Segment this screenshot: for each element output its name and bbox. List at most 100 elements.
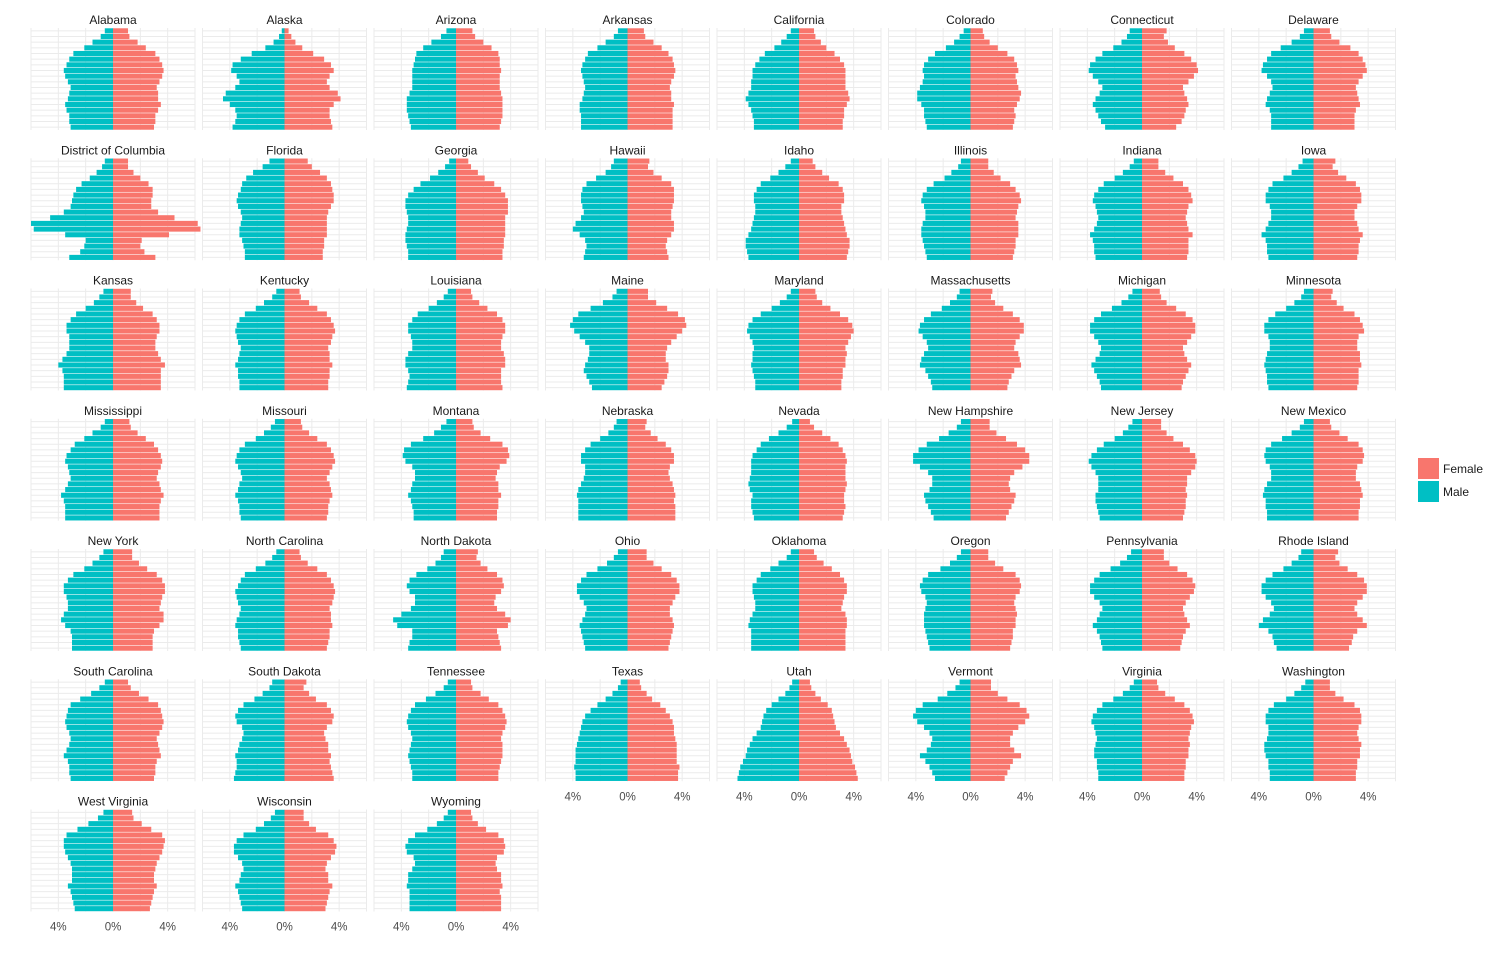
bar-female	[113, 821, 142, 827]
bar-female	[1142, 554, 1164, 561]
bar-female	[1313, 719, 1362, 725]
bar-female	[113, 73, 163, 79]
bar-female	[113, 894, 153, 900]
bar-male	[1110, 566, 1142, 572]
bar-female	[284, 617, 331, 623]
bar-female	[627, 96, 672, 102]
bar-female	[113, 203, 152, 209]
bar-male	[929, 645, 971, 651]
bar-male	[409, 900, 456, 906]
bar-female	[456, 33, 476, 40]
bar-male	[748, 254, 799, 260]
bar-male	[430, 175, 456, 181]
bar-female	[113, 571, 157, 578]
bar-female	[113, 56, 160, 62]
bar-male	[69, 118, 113, 125]
bar-male	[69, 113, 113, 119]
bar-female	[799, 560, 824, 566]
bar-female	[799, 464, 846, 470]
bar-male	[1265, 498, 1314, 504]
bar-male	[65, 622, 113, 629]
bar-female	[1142, 328, 1196, 334]
bar-male	[413, 515, 456, 521]
bar-male	[1262, 62, 1314, 68]
bar-female	[1313, 209, 1355, 215]
bar-female	[113, 770, 156, 776]
bar-male	[583, 639, 628, 646]
bar-male	[66, 107, 113, 113]
bar-female	[1313, 753, 1360, 759]
bar-female	[113, 645, 153, 651]
bar-male	[925, 249, 971, 255]
bar-female	[970, 45, 998, 51]
panel-connecticut: Connecticut	[1059, 13, 1225, 130]
bar-male	[413, 186, 456, 192]
bar-female	[284, 311, 327, 317]
bar-female	[1313, 549, 1339, 555]
bar-male	[752, 611, 799, 617]
bar-male	[408, 368, 456, 374]
bar-female	[799, 124, 843, 130]
bar-female	[627, 368, 669, 374]
bar-male	[405, 203, 456, 209]
bar-female	[456, 679, 472, 685]
bar-male	[417, 311, 456, 317]
bar-female	[1313, 300, 1337, 306]
bar-male	[924, 611, 971, 617]
bar-female	[627, 79, 672, 85]
bar-female	[456, 249, 503, 255]
bar-male	[440, 554, 456, 561]
bar-male	[956, 294, 971, 300]
bar-male	[63, 838, 113, 844]
bar-female	[456, 702, 499, 708]
bar-female	[970, 39, 990, 45]
bar-female	[456, 339, 502, 345]
bar-female	[627, 113, 673, 119]
bar-male	[104, 419, 113, 425]
bar-female	[284, 487, 331, 493]
bar-female	[284, 45, 303, 51]
bar-female	[284, 860, 327, 866]
bar-male	[753, 515, 799, 521]
bar-male	[1133, 679, 1142, 685]
panel-south-dakota: South Dakota	[202, 664, 367, 782]
bar-male	[240, 645, 285, 651]
bar-male	[405, 356, 456, 362]
bar-female	[1313, 741, 1362, 747]
bar-male	[229, 101, 285, 108]
bar-male	[236, 198, 285, 204]
bar-female	[113, 883, 157, 889]
bar-male	[755, 600, 799, 606]
bar-male	[583, 79, 628, 85]
bar-male	[1271, 215, 1314, 221]
bar-female	[799, 509, 845, 515]
bar-female	[284, 832, 329, 838]
bar-male	[274, 419, 285, 425]
bar-male	[1261, 588, 1314, 595]
bar-male	[408, 113, 456, 119]
bar-female	[284, 775, 334, 781]
bar-male	[276, 549, 285, 555]
bar-female	[799, 118, 843, 125]
bar-male	[238, 707, 285, 713]
bar-male	[929, 730, 971, 736]
bar-male	[393, 617, 456, 623]
bar-male	[1102, 84, 1142, 91]
panel-maryland: Maryland	[716, 274, 882, 391]
bar-male	[235, 588, 285, 595]
bar-female	[1313, 628, 1358, 634]
bar-female	[284, 515, 327, 521]
bar-male	[925, 758, 971, 764]
bar-female	[456, 560, 481, 566]
bar-male	[941, 305, 971, 311]
bar-female	[627, 741, 677, 747]
bar-male	[240, 56, 285, 62]
bar-male	[1126, 554, 1142, 561]
bar-male	[238, 600, 285, 606]
bar-male	[924, 113, 971, 119]
bar-female	[627, 617, 673, 623]
bar-male	[65, 232, 113, 238]
bar-female	[284, 436, 318, 442]
bar-male	[751, 226, 799, 232]
bar-female	[1142, 33, 1164, 40]
